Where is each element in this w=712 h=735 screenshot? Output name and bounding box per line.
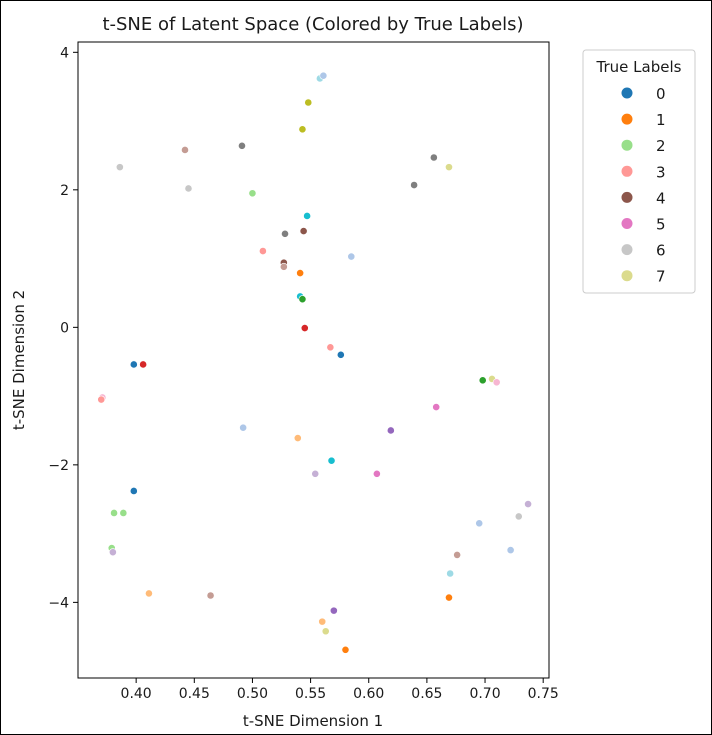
data-point — [115, 163, 124, 172]
data-point — [206, 591, 215, 600]
data-point — [298, 295, 307, 304]
x-tick-label: 0.55 — [295, 686, 326, 702]
data-point — [386, 426, 395, 435]
data-point — [296, 269, 305, 277]
data-point — [259, 247, 267, 255]
data-point — [129, 487, 138, 495]
y-tick-label: −2 — [48, 458, 69, 474]
data-point — [129, 360, 138, 369]
data-point — [319, 71, 328, 80]
data-point — [327, 456, 336, 465]
y-tick-label: 2 — [60, 183, 69, 199]
legend-items: 0 1 2 3 4 5 6 7 — [621, 85, 666, 286]
data-point — [478, 376, 487, 385]
data-point — [475, 519, 484, 528]
x-tick-label: 0.60 — [353, 686, 384, 702]
y-axis-label: t-SNE Dimension 2 — [10, 290, 28, 430]
data-point — [293, 434, 302, 442]
data-point — [429, 153, 438, 162]
data-point — [492, 378, 501, 387]
data-point — [97, 395, 106, 404]
data-point — [524, 500, 532, 508]
data-point — [372, 469, 381, 478]
data-point — [145, 589, 153, 598]
legend-marker — [621, 87, 633, 99]
legend-label: 3 — [656, 163, 666, 181]
legend-marker — [621, 113, 633, 125]
legend-box — [582, 49, 696, 294]
data-point — [298, 125, 307, 134]
legend-marker — [621, 218, 633, 229]
data-point — [304, 98, 313, 107]
data-point — [341, 645, 350, 654]
legend-label: 0 — [656, 85, 666, 103]
data-point — [329, 606, 338, 615]
x-tick-label: 0.45 — [179, 686, 210, 702]
y-tick-label: 4 — [60, 45, 69, 61]
data-point — [453, 551, 462, 559]
data-point — [139, 360, 148, 369]
x-tick-label: 0.65 — [411, 686, 442, 702]
data-point — [506, 546, 515, 555]
data-point — [279, 262, 288, 271]
data-point — [514, 512, 523, 521]
data-point — [119, 509, 128, 517]
data-point — [326, 343, 335, 352]
data-point — [108, 548, 117, 557]
legend-label: 5 — [656, 216, 666, 234]
data-point — [336, 350, 345, 359]
x-axis-label: t-SNE Dimension 1 — [243, 712, 383, 730]
data-point — [281, 229, 289, 238]
data-point — [181, 146, 189, 154]
legend-title: True Labels — [596, 58, 682, 76]
y-axis: 4 2 0 −2 −4 — [48, 45, 78, 611]
legend-marker — [621, 244, 633, 256]
scatter-points — [97, 71, 532, 654]
y-tick-label: 0 — [60, 320, 69, 336]
legend-label: 7 — [656, 268, 666, 286]
data-point — [303, 212, 312, 220]
data-point — [410, 181, 418, 189]
data-point — [445, 593, 453, 602]
x-axis: 0.40 0.45 0.50 0.55 0.60 0.65 0.70 0.75 — [121, 678, 559, 702]
data-point — [446, 569, 455, 578]
data-point — [347, 252, 356, 261]
x-tick-label: 0.70 — [469, 686, 500, 702]
data-point — [239, 423, 248, 432]
data-point — [300, 324, 309, 332]
x-tick-label: 0.75 — [528, 686, 559, 702]
legend-label: 1 — [656, 111, 666, 129]
x-tick-label: 0.50 — [237, 686, 268, 702]
y-tick-label: −4 — [48, 595, 69, 611]
chart-title: t-SNE of Latent Space (Colored by True L… — [102, 14, 523, 35]
data-point — [445, 163, 453, 172]
legend-marker — [621, 139, 633, 151]
data-point — [321, 627, 330, 636]
legend-label: 4 — [656, 189, 666, 207]
data-point — [110, 509, 118, 517]
legend-marker — [621, 270, 633, 282]
data-point — [299, 227, 308, 235]
data-point — [318, 617, 327, 626]
legend-marker — [621, 165, 633, 177]
legend: True Labels 0 1 2 3 4 5 6 7 — [582, 49, 696, 294]
x-tick-label: 0.40 — [121, 686, 152, 702]
legend-label: 6 — [656, 242, 666, 260]
data-point — [184, 184, 193, 193]
data-point — [248, 189, 257, 198]
data-point — [238, 141, 246, 150]
data-point — [432, 403, 441, 411]
plot-area — [77, 41, 550, 679]
legend-marker — [621, 191, 633, 203]
legend-label: 2 — [656, 137, 666, 155]
data-point — [311, 469, 320, 478]
